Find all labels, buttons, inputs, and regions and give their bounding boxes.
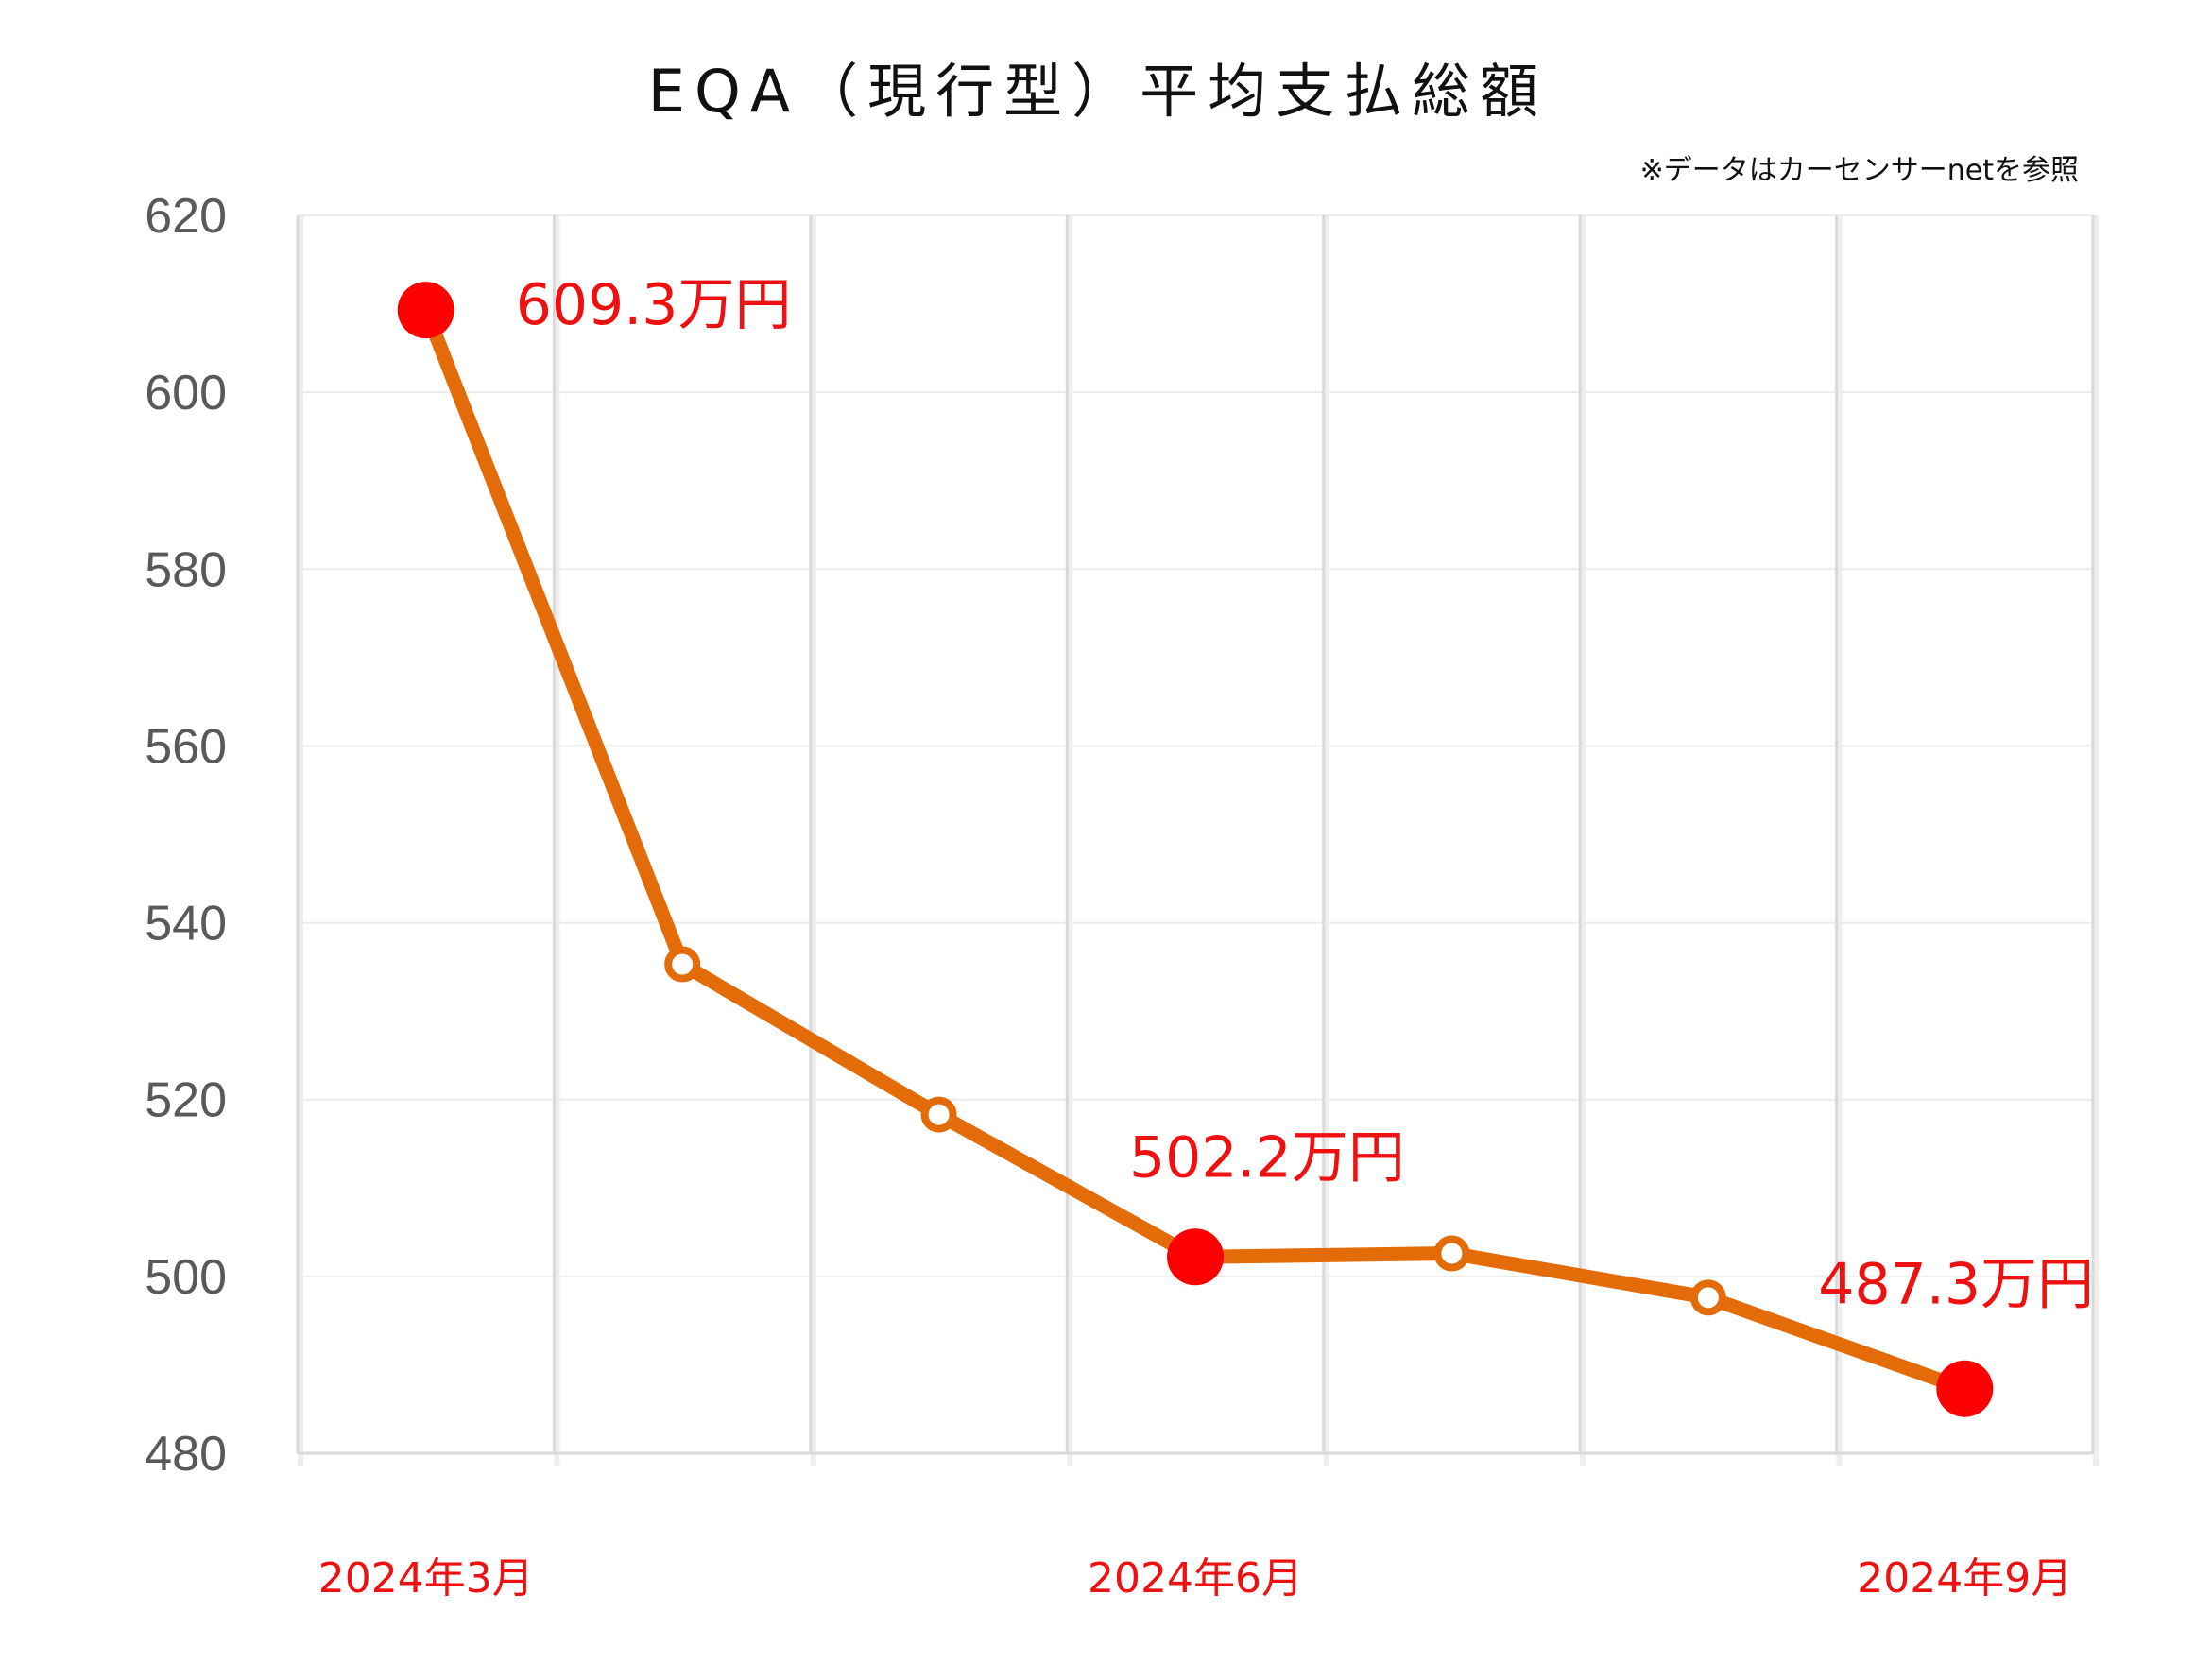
data-labels: 609.3万円 502.2万円 487.3万円 [516, 272, 2094, 1318]
data-label: 502.2万円 [1129, 1124, 1405, 1191]
y-tick-label: 620 [145, 189, 227, 244]
x-tick-label: 2024年3月 [318, 1554, 534, 1603]
data-point [664, 946, 701, 983]
y-tick-label: 500 [145, 1250, 227, 1305]
data-point [1689, 1279, 1726, 1316]
y-tick-label: 520 [145, 1073, 227, 1128]
y-tick-label: 540 [145, 897, 227, 951]
x-tick-label: 2024年6月 [1088, 1554, 1303, 1603]
data-label: 609.3万円 [516, 272, 792, 338]
y-axis-ticks: 620 600 580 560 540 520 500 480 [145, 189, 227, 1482]
x-axis-ticks: 2024年3月 2024年6月 2024年9月 [318, 1554, 2073, 1603]
y-tick-label: 580 [145, 542, 227, 597]
y-tick-label: 480 [145, 1427, 227, 1482]
grid [296, 214, 2099, 1466]
data-point [920, 1096, 957, 1133]
data-point [1433, 1235, 1470, 1272]
highlight-point [397, 282, 454, 339]
series [397, 282, 1994, 1417]
source-note: ※データはカーセンサーnetを参照 [1640, 154, 2079, 187]
x-tick-label: 2024年9月 [1857, 1554, 2072, 1603]
highlight-point [1936, 1360, 1994, 1417]
y-tick-label: 560 [145, 719, 227, 774]
data-label: 487.3万円 [1818, 1252, 2094, 1318]
series-line [419, 302, 1972, 1397]
highlight-point [1167, 1228, 1224, 1286]
chart-title: EQA（現行型）平均支払総額 [648, 57, 1548, 126]
y-tick-label: 600 [145, 366, 227, 420]
